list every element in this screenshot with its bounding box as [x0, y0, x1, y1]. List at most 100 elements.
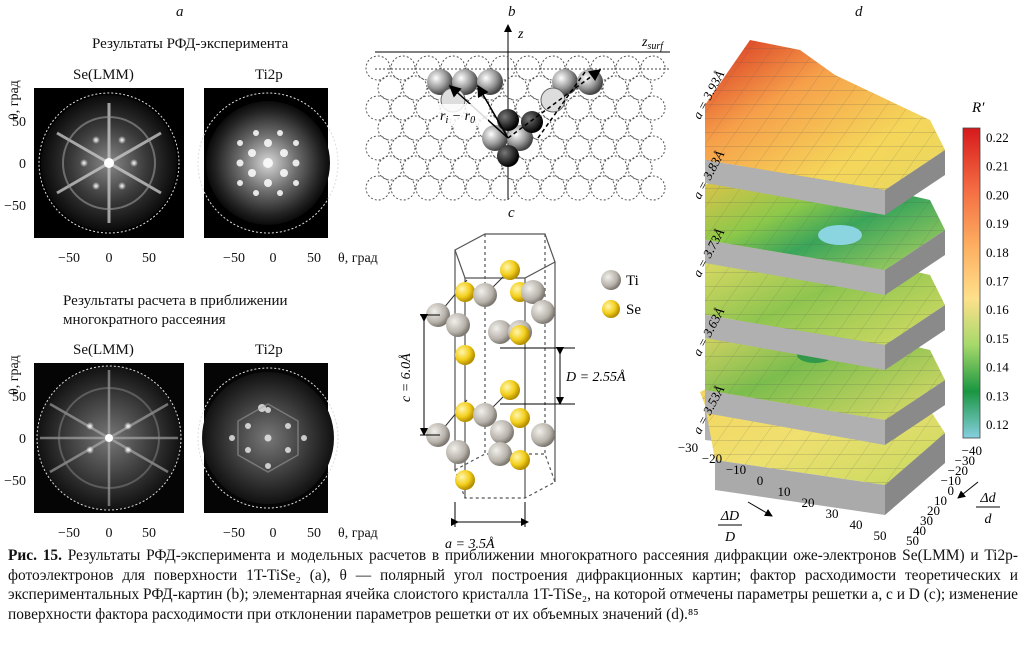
- lattice-site: [415, 55, 441, 81]
- lattice-site: [640, 175, 666, 201]
- figure-label: Рис. 15.: [8, 547, 62, 564]
- figure-caption: Рис. 15. Результаты РФД-эксперимента и м…: [8, 546, 1018, 624]
- lattice-site: [490, 55, 516, 81]
- y-tick-label: 20: [927, 503, 940, 518]
- lattice-site: [590, 95, 616, 121]
- lattice-site: [427, 155, 453, 181]
- y-tick-label: 50: [906, 533, 919, 548]
- experiment-title: Результаты РФД-эксперимента: [92, 36, 289, 52]
- D-parameter-label: D = 2.55Å: [565, 369, 626, 385]
- panel-label-c: c: [508, 205, 515, 221]
- ytick-calc-0: 0: [19, 432, 26, 447]
- lattice-site: [565, 55, 591, 81]
- lattice-site: [440, 135, 466, 161]
- y-tick-label: −40: [962, 443, 982, 458]
- lattice-site: [440, 55, 466, 81]
- lattice-site: [415, 175, 441, 201]
- lattice-site: [615, 55, 641, 81]
- ytick-calc-m50: −50: [4, 474, 26, 489]
- svg-text:Δd: Δd: [979, 491, 996, 506]
- xtick-se-calc-m50: −50: [58, 526, 80, 541]
- lattice-site: [515, 95, 541, 121]
- lattice-site: [615, 135, 641, 161]
- ytick-exp-0: 0: [19, 157, 26, 172]
- se-exp-pattern: [34, 88, 184, 238]
- lattice-site: [602, 115, 628, 141]
- ytick-calc-50: 50: [12, 390, 26, 405]
- x-tick-label: −20: [702, 451, 722, 466]
- lattice-site: [477, 155, 503, 181]
- zsurf-label: zsurf: [641, 35, 664, 52]
- ti-label-calc: Ti2p: [255, 342, 283, 358]
- lattice-site: [365, 175, 391, 201]
- se-legend-swatch: [602, 300, 620, 318]
- lattice-site: [390, 175, 416, 201]
- x-axis-label-exp: θ, град: [338, 251, 378, 266]
- colorbar-tick: 0.13: [986, 388, 1009, 403]
- lattice-site: [365, 95, 391, 121]
- se-label-exp: Se(LMM): [73, 67, 134, 83]
- c-parameter-label: c = 6.0Å: [398, 353, 414, 402]
- lattice-site: [602, 155, 628, 181]
- xtick-ti-exp-m50: −50: [223, 251, 245, 266]
- y-tick-label: −10: [941, 473, 961, 488]
- panel-label-d: d: [855, 4, 863, 20]
- x-tick-label: 20: [802, 495, 815, 510]
- x-tick-label: 10: [778, 484, 791, 499]
- colorbar-tick: 0.18: [986, 245, 1009, 260]
- a-parameter-label: a = 3.5Å: [445, 536, 495, 552]
- surface-layer-1: [705, 40, 945, 215]
- x-tick-label: 40: [850, 517, 863, 532]
- lattice-site: [452, 155, 478, 181]
- lattice-site: [565, 135, 591, 161]
- panel-d-surfaces: a = 3.93Å a = 3.83Å a = 3.73Å a = 3.63Å …: [678, 40, 1009, 548]
- lattice-site: [615, 95, 641, 121]
- axis-ticks-exp: 50 0 −50 −50 0 50 −50 0 50 θ, град θ, гр…: [4, 80, 378, 266]
- colorbar-tick: 0.20: [986, 187, 1009, 202]
- xtick-se-exp-m50: −50: [58, 251, 80, 266]
- r-vector-label: ri − r0: [440, 109, 475, 126]
- lattice-site: [402, 75, 428, 101]
- atoms: [426, 260, 555, 490]
- lattice-site: [552, 115, 578, 141]
- ti-calc-pattern: [197, 363, 339, 513]
- lattice-site: [402, 115, 428, 141]
- lattice-site: [365, 55, 391, 81]
- lattice-site: [390, 55, 416, 81]
- lattice-site: [640, 55, 666, 81]
- panel-label-b: b: [508, 4, 516, 20]
- lattice-site: [627, 75, 653, 101]
- lattice-site: [377, 115, 403, 141]
- lattice-site: [415, 135, 441, 161]
- x-tick-label: 30: [826, 506, 839, 521]
- lattice-site: [377, 75, 403, 101]
- y-axis-label-exp: θ, град: [7, 80, 22, 120]
- x-axis-label-calc: θ, град: [338, 526, 378, 541]
- colorbar-tick: 0.19: [986, 216, 1009, 231]
- y-axis-label-calc: θ, град: [7, 355, 22, 395]
- lattice-site: [502, 75, 528, 101]
- ti-legend-label: Ti: [626, 273, 639, 289]
- lattice-site: [515, 55, 541, 81]
- lattice-site: [390, 95, 416, 121]
- lattice-site: [540, 175, 566, 201]
- caption-text: Результаты РФД-эксперимента и модельных …: [8, 547, 1019, 623]
- colorbar-tick: 0.14: [986, 360, 1009, 375]
- y-tick-label: 30: [920, 513, 933, 528]
- x-tick-label: −10: [726, 462, 746, 477]
- colorbar-tick: 0.21: [986, 159, 1009, 174]
- calculation-title: Результаты расчета в приближении многокр…: [63, 293, 288, 328]
- z-axis-label: z: [517, 27, 524, 42]
- panel-b-diagram: z zsurf ri − r0: [365, 24, 670, 201]
- svg-text:d: d: [985, 512, 993, 527]
- lattice-site: [465, 55, 491, 81]
- lattice-site: [590, 175, 616, 201]
- xtick-se-calc-0: 0: [106, 526, 113, 541]
- axis-ticks-calc: 50 0 −50 −50 0 50 −50 0 50 θ, град θ, гр…: [4, 355, 378, 541]
- se-label-calc: Se(LMM): [73, 342, 134, 358]
- colorbar-tick: 0.22: [986, 130, 1009, 145]
- lattice-site: [540, 135, 566, 161]
- lattice-site: [490, 175, 516, 201]
- lattice-site: [377, 155, 403, 181]
- lattice-site: [627, 155, 653, 181]
